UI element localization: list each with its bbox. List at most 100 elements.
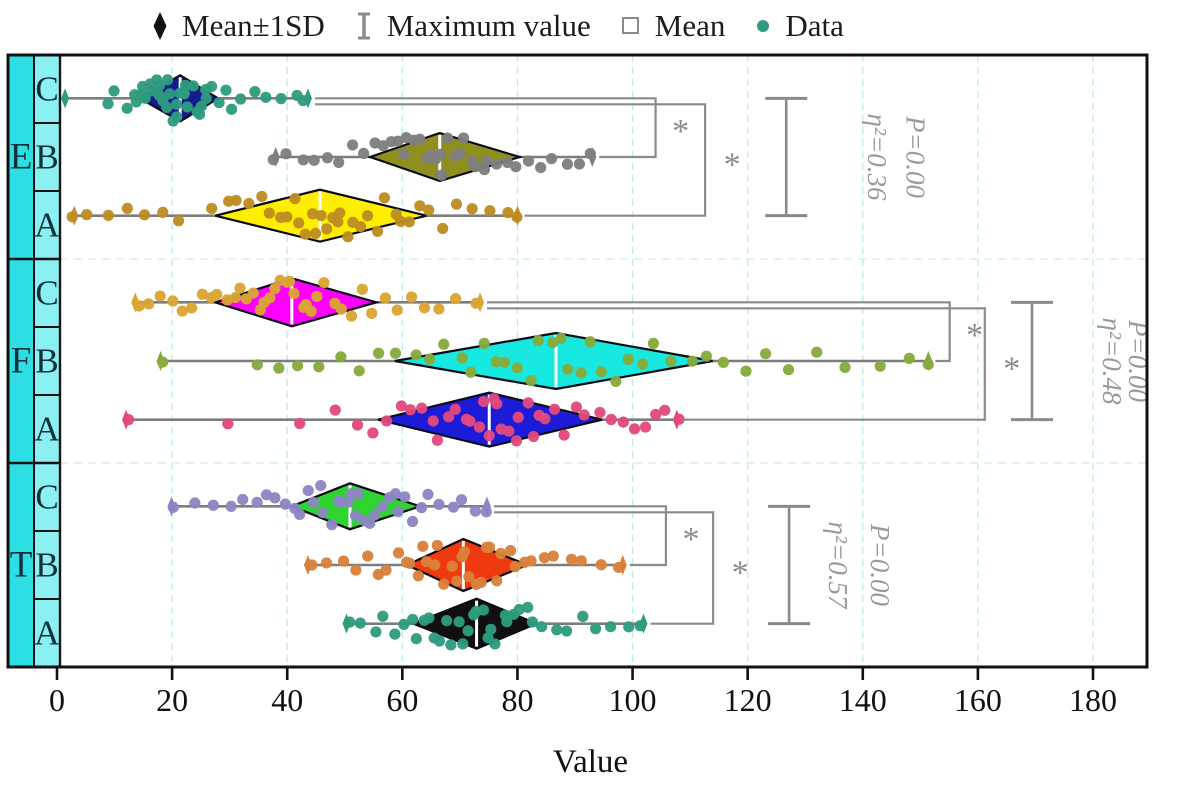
data-point <box>370 626 382 638</box>
data-point <box>782 364 795 376</box>
eta-squared-annotation: η²=0.48 <box>1097 318 1127 405</box>
legend-item-maximum: Maximum value <box>355 8 591 44</box>
legend-label: Mean±1SD <box>182 8 325 43</box>
data-point <box>367 427 379 439</box>
data-point <box>565 553 578 565</box>
data-point <box>512 411 524 423</box>
data-point <box>389 628 401 640</box>
data-point <box>617 416 629 428</box>
data-point <box>297 154 309 166</box>
data-point <box>526 616 539 628</box>
whisker-cap <box>61 88 70 109</box>
data-point <box>263 207 275 219</box>
data-point <box>264 292 276 304</box>
legend-item-mean: Mean <box>621 8 725 44</box>
data-point <box>407 613 419 626</box>
sig-bracket-c-a <box>493 511 715 625</box>
data-point <box>389 347 402 359</box>
data-point <box>225 500 237 513</box>
data-point <box>539 413 551 425</box>
data-point <box>717 356 729 368</box>
data-point <box>483 430 495 442</box>
data-point <box>480 155 492 167</box>
data-point <box>318 277 330 289</box>
data-point <box>273 362 285 374</box>
x-axis-tick-label: 80 <box>501 682 533 718</box>
data-point <box>315 209 327 222</box>
data-point <box>235 93 247 105</box>
data-point <box>584 336 596 348</box>
data-point <box>424 353 436 365</box>
data-point <box>522 155 535 167</box>
data-point <box>575 367 587 379</box>
data-point <box>354 220 367 233</box>
data-point <box>333 156 345 169</box>
data-point <box>414 200 426 212</box>
sig-bracket-c-a <box>314 103 707 217</box>
data-point <box>225 103 238 115</box>
data-point <box>457 638 469 650</box>
data-point <box>573 158 585 170</box>
data-point <box>612 561 625 574</box>
data-point <box>404 557 416 569</box>
data-point <box>560 625 573 637</box>
data-point <box>171 111 183 123</box>
data-point <box>380 564 392 576</box>
x-axis-tick-label: 180 <box>1069 682 1117 718</box>
data-point <box>595 559 607 571</box>
data-point <box>153 80 165 92</box>
x-axis-tick-label: 140 <box>839 682 887 718</box>
data-point <box>320 557 333 569</box>
sig-star: * <box>966 317 983 354</box>
data-point <box>138 209 151 221</box>
data-point <box>395 400 408 412</box>
data-point <box>342 496 355 508</box>
data-point <box>469 505 481 517</box>
x-axis-tick-label: 160 <box>954 682 1002 718</box>
data-point <box>445 639 457 651</box>
x-axis-tick-label: 120 <box>724 682 772 718</box>
data-point <box>66 211 78 223</box>
data-point <box>122 414 135 426</box>
group-label-E: E <box>10 137 33 178</box>
p-value-annotation: P=0.00 <box>865 523 895 606</box>
eta-squared-annotation: η²=0.36 <box>862 114 892 201</box>
data-point <box>454 148 466 160</box>
data-point <box>595 366 607 378</box>
data-point <box>377 610 389 622</box>
x-axis-tick-label: 60 <box>386 682 418 718</box>
data-point <box>306 208 319 220</box>
data-point <box>437 222 449 235</box>
data-point <box>740 365 752 377</box>
data-point <box>378 192 391 204</box>
data-point <box>639 421 652 433</box>
data-point <box>321 152 334 164</box>
row-label-T-A: A <box>34 614 60 653</box>
data-point <box>522 601 534 614</box>
data-point <box>294 417 306 430</box>
x-axis-tick-label: 100 <box>609 682 657 718</box>
data-point <box>362 550 374 562</box>
data-point <box>427 415 439 427</box>
row-label-E-B: B <box>35 138 58 177</box>
data-point <box>447 501 459 513</box>
data-point <box>256 190 268 203</box>
row-label-T-B: B <box>35 546 58 585</box>
data-point <box>665 355 677 367</box>
data-point <box>455 494 468 506</box>
row-label-F-C: C <box>35 274 58 313</box>
data-point <box>525 555 537 567</box>
data-point <box>502 206 514 219</box>
data-point <box>335 303 347 315</box>
sig-bracket-c-a <box>487 307 986 421</box>
data-point <box>275 93 287 105</box>
data-point <box>485 623 497 635</box>
data-point <box>143 298 155 310</box>
data-point <box>433 498 445 511</box>
legend-item-mean-sd: Mean±1SD <box>152 8 325 44</box>
data-point <box>416 402 428 414</box>
data-point <box>398 618 410 631</box>
data-point <box>414 133 426 145</box>
data-point <box>334 207 346 219</box>
data-point <box>545 153 558 165</box>
